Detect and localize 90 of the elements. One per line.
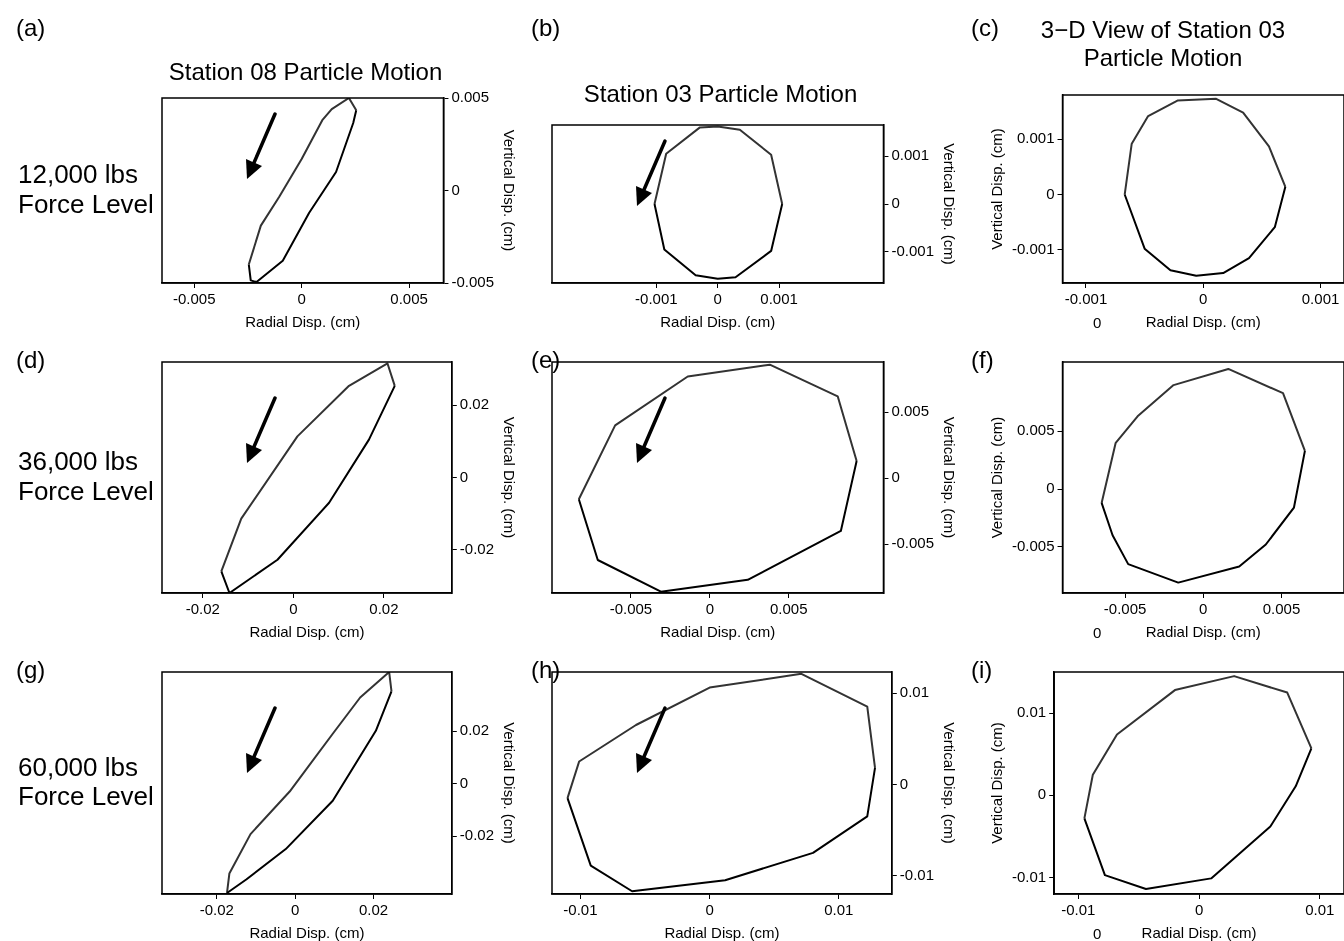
y-tick-label: 0 [1037,785,1047,803]
text: 36,000 lbs Force Level [18,446,155,507]
text: (f) [971,346,994,374]
x-tick-label: 0 [1199,290,1208,308]
y-tick-label: 0.01 [899,683,930,701]
y-tick-label: 0.005 [451,88,490,106]
y-tick-label: 0.001 [891,146,930,164]
x-tick-label: 0 [705,901,714,919]
x-axis-title: Radial Disp. (cm) [249,924,365,941]
y-axis-title: Vertical Disp. (cm) [988,416,1006,539]
y-tick-label: -0.005 [1011,536,1055,554]
x-tick-label: 0.001 [1301,290,1340,308]
y-tick-label: -0.02 [459,826,495,844]
x-axis-title: Radial Disp. (cm) [249,623,365,641]
chart-title: 3−D View of Station 03 Particle Motion [1039,16,1287,72]
y-tick-label: -0.01 [1011,867,1047,885]
x-tick-label: 0 [290,901,300,919]
x-tick-label: -0.001 [1064,290,1108,308]
y-tick-label: 0 [459,467,469,485]
y-axis-title: Vertical Disp. (cm) [500,129,518,252]
text: (d) [16,346,46,374]
annotation: (e) [531,346,561,374]
x-tick-label: -0.01 [563,901,598,919]
y-tick-label: -0.005 [451,273,495,291]
y-tick-label: 0 [891,194,900,212]
x-tick-label: -0.02 [185,600,220,618]
chart-title: Station 08 Particle Motion [168,58,443,86]
text: 0 [1093,314,1102,332]
x-tick-label: -0.001 [635,290,678,308]
y-tick-label: -0.02 [459,539,495,557]
y-tick-label: 0.005 [891,402,930,420]
x-axis-title: Radial Disp. (cm) [660,313,776,331]
text: (c) [971,14,999,42]
y-axis-title: Vertical Disp. (cm) [500,722,518,844]
y-tick-label: 0.02 [459,721,490,739]
x-tick-label: 0.005 [769,600,808,618]
y-tick-label: 0 [891,468,900,486]
y-tick-label: -0.001 [891,242,935,260]
x-tick-label: 0 [297,290,306,308]
y-axis-title: Vertical Disp. (cm) [988,128,1006,250]
text: (a) [16,14,46,42]
x-tick-label: 0.001 [760,290,798,308]
x-axis-title: Radial Disp. (cm) [1145,313,1261,331]
text: 0 [1093,624,1102,642]
x-axis-title: Radial Disp. (cm) [664,924,780,941]
text: 60,000 lbs Force Level [18,751,155,813]
x-tick-label: 0.005 [390,290,428,308]
x-tick-label: 0.02 [369,600,399,618]
y-tick-label: 0 [899,774,909,792]
y-tick-label: 0.001 [1016,129,1055,147]
y-axis-title: Vertical Disp. (cm) [988,722,1006,844]
text: (i) [971,656,993,684]
y-tick-label: 0 [1046,184,1055,202]
x-axis-title: Radial Disp. (cm) [660,623,776,641]
chart-title: Station 03 Particle Motion [582,80,859,108]
y-tick-label: 0 [1046,479,1055,497]
text: (g) [16,656,46,684]
x-tick-label: 0.02 [358,901,389,919]
text: (b) [531,14,561,42]
y-tick-label: 0 [451,180,460,198]
x-tick-label: 0 [1199,600,1208,618]
y-axis-title: Vertical Disp. (cm) [940,722,958,844]
x-tick-label: 0.01 [1305,901,1335,919]
y-axis-title: Vertical Disp. (cm) [940,416,958,539]
y-tick-label: -0.005 [891,534,935,552]
x-tick-label: -0.005 [172,290,216,308]
x-tick-label: -0.01 [1061,901,1096,919]
x-axis-title: Radial Disp. (cm) [1145,623,1261,641]
y-tick-label: 0.02 [459,395,490,413]
y-tick-label: 0.01 [1016,703,1047,721]
x-axis-title: Radial Disp. (cm) [245,313,361,331]
y-tick-label: -0.01 [899,865,935,883]
x-tick-label: -0.005 [609,600,653,618]
x-tick-label: 0 [713,290,722,308]
text: 12,000 lbs Force Level [18,159,155,220]
y-tick-label: -0.001 [1011,239,1055,257]
y-axis-title: Vertical Disp. (cm) [500,416,518,539]
annotation: (h) [531,656,561,684]
y-tick-label: 0 [459,773,469,791]
x-tick-label: 0.005 [1262,600,1301,618]
text: 0 [1093,925,1102,941]
x-tick-label: -0.02 [199,901,234,919]
x-tick-label: 0 [705,600,715,618]
x-tick-label: -0.005 [1103,600,1147,618]
y-tick-label: 0.005 [1016,421,1055,439]
x-tick-label: 0.01 [824,901,854,919]
x-tick-label: 0 [1194,901,1204,919]
y-axis-title: Vertical Disp. (cm) [940,143,958,265]
x-axis-title: Radial Disp. (cm) [1141,924,1257,941]
x-tick-label: 0 [289,600,298,618]
